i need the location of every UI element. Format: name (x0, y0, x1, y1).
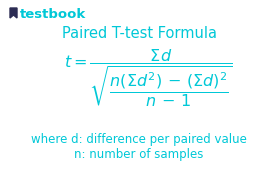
Text: $t = \dfrac{\Sigma d}{\sqrt{\dfrac{n(\Sigma d^2)\,-\,(\Sigma d)^2}{n\,-\,1}}}$: $t = \dfrac{\Sigma d}{\sqrt{\dfrac{n(\Si… (64, 48, 232, 109)
Text: where d: difference per paired value: where d: difference per paired value (31, 133, 247, 146)
Text: n: number of samples: n: number of samples (74, 148, 204, 161)
Polygon shape (10, 8, 17, 18)
Text: testbook: testbook (20, 8, 86, 21)
Text: Paired T-test Formula: Paired T-test Formula (61, 26, 217, 41)
